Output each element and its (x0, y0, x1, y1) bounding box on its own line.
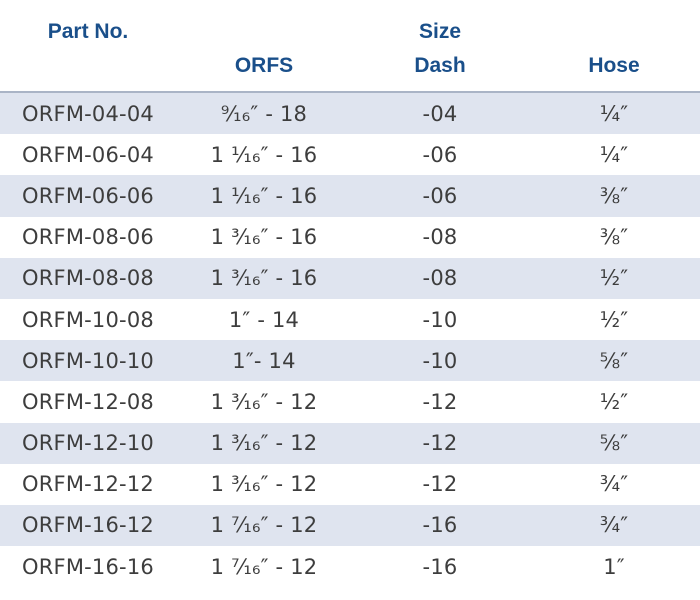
cell-hose: ½″ (599, 266, 629, 291)
cell-part-no: ORFM-12-12 (22, 472, 154, 497)
cell-part-no: ORFM-04-04 (22, 101, 154, 126)
table-row: ORFM-08-08 1 ³⁄₁₆″ - 16 -08 ½″ (0, 257, 700, 299)
cell-orfs: 1 ³⁄₁₆″ - 12 (210, 389, 318, 414)
cell-orfs: 1 ³⁄₁₆″ - 16 (210, 266, 318, 291)
cell-orfs: 1″- 14 (232, 348, 296, 373)
header-orfs: ORFS (234, 54, 294, 77)
cell-dash: -06 (422, 142, 458, 167)
table-row: ORFM-12-08 1 ³⁄₁₆″ - 12 -12 ½″ (0, 381, 700, 422)
cell-part-no: ORFM-12-08 (22, 389, 154, 414)
table-row: ORFM-06-06 1 ¹⁄₁₆″ - 16 -06 ⅜″ (0, 175, 700, 217)
header-size: Size (418, 20, 462, 43)
cell-hose: ⅜″ (599, 183, 629, 208)
fittings-table: Part No. ORFS Size Dash Hose ORFM-04-04 … (0, 0, 700, 579)
cell-orfs: 1 ⁷⁄₁₆″ - 12 (210, 554, 318, 579)
table-row: ORFM-10-08 1″ - 14 -10 ½″ (0, 299, 700, 340)
cell-part-no: ORFM-10-10 (22, 348, 154, 373)
cell-part-no: ORFM-16-12 (22, 513, 154, 538)
table-header: Part No. ORFS Size Dash Hose (0, 0, 700, 93)
cell-hose: ¾″ (599, 472, 629, 497)
cell-dash: -04 (422, 101, 458, 126)
cell-dash: -12 (422, 472, 458, 497)
cell-dash: -06 (422, 183, 458, 208)
cell-orfs: 1 ¹⁄₁₆″ - 16 (210, 183, 318, 208)
cell-dash: -08 (422, 266, 458, 291)
cell-orfs: 1 ³⁄₁₆″ - 16 (210, 225, 318, 250)
cell-orfs: 1″ - 14 (228, 307, 300, 332)
cell-part-no: ORFM-06-06 (22, 183, 154, 208)
header-hose: Hose (588, 54, 640, 77)
cell-orfs: 1 ⁷⁄₁₆″ - 12 (210, 513, 318, 538)
cell-hose: ¼″ (599, 101, 629, 126)
cell-orfs: ⁹⁄₁₆″ - 18 (220, 101, 308, 126)
table-row: ORFM-04-04 ⁹⁄₁₆″ - 18 -04 ¼″ (0, 93, 700, 135)
table-body: ORFM-04-04 ⁹⁄₁₆″ - 18 -04 ¼″ ORFM-06-04 … (0, 93, 700, 587)
cell-dash: -08 (422, 225, 458, 250)
cell-hose: ⅝″ (599, 348, 629, 373)
cell-part-no: ORFM-08-08 (22, 266, 154, 291)
cell-orfs: 1 ¹⁄₁₆″ - 16 (210, 142, 318, 167)
cell-hose: ⅝″ (599, 431, 629, 456)
table-row: ORFM-08-06 1 ³⁄₁₆″ - 16 -08 ⅜″ (0, 217, 700, 258)
cell-dash: -12 (422, 431, 458, 456)
cell-dash: -10 (422, 307, 458, 332)
cell-dash: -12 (422, 389, 458, 414)
cell-part-no: ORFM-12-10 (22, 431, 154, 456)
header-dash: Dash (414, 54, 466, 77)
cell-hose: ½″ (599, 307, 629, 332)
cell-hose: ¼″ (599, 142, 629, 167)
cell-hose: 1″ (603, 554, 625, 579)
cell-part-no: ORFM-06-04 (22, 142, 154, 167)
table-row: ORFM-12-10 1 ³⁄₁₆″ - 12 -12 ⅝″ (0, 422, 700, 464)
cell-orfs: 1 ³⁄₁₆″ - 12 (210, 431, 318, 456)
cell-part-no: ORFM-10-08 (22, 307, 154, 332)
cell-dash: -16 (422, 554, 458, 579)
cell-dash: -10 (422, 348, 458, 373)
table-row: ORFM-10-10 1″- 14 -10 ⅝″ (0, 340, 700, 382)
cell-hose: ⅜″ (599, 225, 629, 250)
cell-hose: ¾″ (599, 513, 629, 538)
cell-part-no: ORFM-08-06 (22, 225, 154, 250)
cell-hose: ½″ (599, 389, 629, 414)
header-part-no: Part No. (47, 20, 129, 43)
table-row: ORFM-12-12 1 ³⁄₁₆″ - 12 -12 ¾″ (0, 464, 700, 505)
table-row: ORFM-16-16 1 ⁷⁄₁₆″ - 12 -16 1″ (0, 546, 700, 587)
table-row: ORFM-06-04 1 ¹⁄₁₆″ - 16 -06 ¼″ (0, 134, 700, 175)
cell-part-no: ORFM-16-16 (22, 554, 154, 579)
table-row: ORFM-16-12 1 ⁷⁄₁₆″ - 12 -16 ¾″ (0, 504, 700, 547)
cell-dash: -16 (422, 513, 458, 538)
cell-orfs: 1 ³⁄₁₆″ - 12 (210, 472, 318, 497)
